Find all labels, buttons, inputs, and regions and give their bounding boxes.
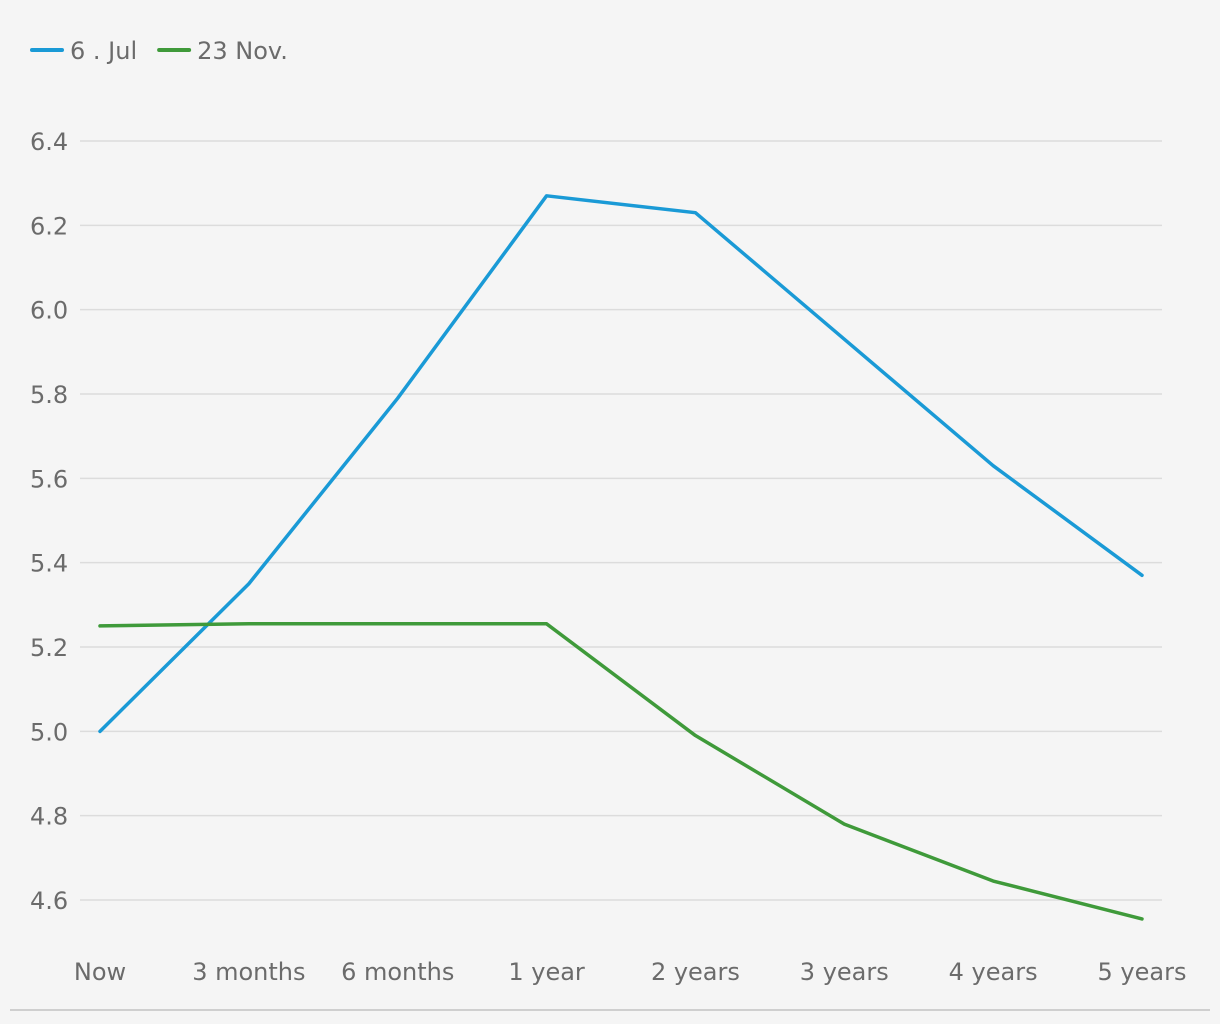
grid-lines bbox=[80, 140, 1162, 901]
x-tick-label: 4 years bbox=[949, 958, 1038, 986]
y-tick-label: 6.2 bbox=[30, 212, 68, 240]
x-tick-label: 6 months bbox=[341, 958, 454, 986]
y-tick-label: 5.4 bbox=[30, 550, 68, 578]
bottom-divider bbox=[10, 1009, 1210, 1011]
y-tick-label: 6.0 bbox=[30, 297, 68, 325]
series-line-0 bbox=[98, 194, 1144, 734]
legend: 6 . Jul 23 Nov. bbox=[30, 37, 288, 65]
x-tick-label: Now bbox=[74, 958, 126, 986]
x-tick-label: 3 months bbox=[192, 958, 305, 986]
x-axis-ticks: Now 3 months 6 months 1 year 2 years 3 years 4… bbox=[74, 958, 1187, 986]
legend-label: 6 . Jul bbox=[70, 37, 137, 65]
y-tick-label: 5.8 bbox=[30, 381, 68, 409]
x-tick-label: 5 years bbox=[1098, 958, 1187, 986]
y-tick-label: 4.6 bbox=[30, 887, 68, 915]
y-tick-label: 5.2 bbox=[30, 634, 68, 662]
series-line-1 bbox=[98, 622, 1144, 921]
x-tick-label: 1 year bbox=[508, 958, 585, 986]
x-tick-label: 2 years bbox=[651, 958, 740, 986]
y-tick-label: 6.4 bbox=[30, 128, 68, 156]
y-tick-label: 4.8 bbox=[30, 803, 68, 831]
y-tick-label: 5.0 bbox=[30, 718, 68, 746]
legend-label: 23 Nov. bbox=[197, 37, 288, 65]
x-tick-label: 3 years bbox=[800, 958, 889, 986]
series-lines bbox=[98, 194, 1144, 921]
y-tick-label: 5.6 bbox=[30, 465, 68, 493]
y-axis-ticks: 4.6 4.8 5.0 5.2 5.4 5.6 5.8 6.0 6.2 6.4 bbox=[30, 128, 68, 915]
